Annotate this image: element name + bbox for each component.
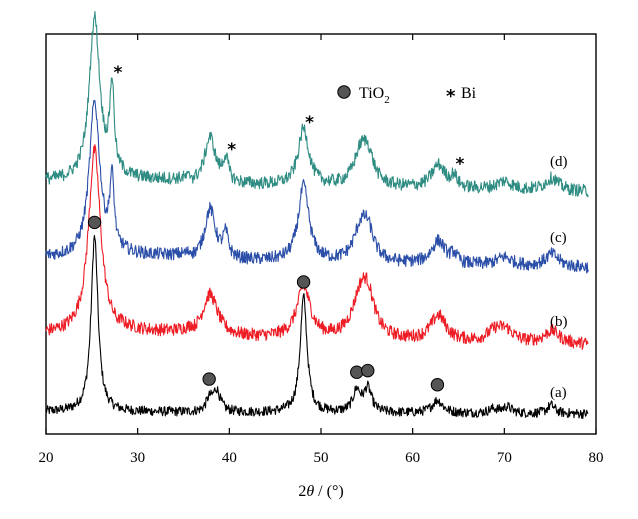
series-line-3	[45, 99, 589, 274]
series-label: (d)	[550, 154, 568, 170]
legend-tio2-label: TiO2	[359, 85, 390, 106]
series-label: (a)	[550, 385, 567, 401]
series-line-2	[45, 144, 589, 350]
x-tick-label: 80	[589, 450, 604, 466]
bi-peak-marker: *	[305, 113, 314, 133]
x-tick-label: 60	[405, 450, 420, 466]
bi-peak-marker: *	[114, 63, 123, 83]
tio2-peak-marker	[350, 365, 364, 379]
series-label: (c)	[550, 230, 567, 246]
legend: TiO2 * Bi	[337, 85, 477, 107]
tio2-peak-marker	[430, 378, 445, 392]
plot-frame	[45, 33, 597, 435]
tio2-peak-marker	[296, 275, 311, 289]
x-tick-label: 30	[130, 450, 145, 466]
legend-bi-marker: *	[446, 86, 456, 107]
series-label: (b)	[550, 314, 568, 330]
legend-bi-label: Bi	[461, 85, 477, 102]
series-line-1	[45, 234, 589, 419]
series-labels: (a) (b) (c) (d)	[550, 154, 568, 401]
bi-peak-marker: *	[455, 154, 464, 174]
legend-tio2-marker	[337, 85, 351, 99]
tio2-peak-marker	[87, 215, 102, 230]
bi-peak-marker: *	[227, 140, 236, 160]
x-tick-label: 70	[497, 450, 512, 466]
peak-markers: * * * *	[87, 63, 464, 392]
x-axis-ticks: 20 30 40 50 60 70 80	[39, 34, 604, 466]
series-curves	[45, 10, 589, 419]
x-axis-title: 2θ / (°)	[298, 483, 343, 500]
tio2-peak-marker	[361, 363, 375, 378]
x-tick-label: 50	[314, 450, 329, 466]
x-tick-label: 40	[222, 450, 237, 466]
x-tick-label: 20	[39, 450, 54, 466]
tio2-peak-marker	[202, 372, 216, 386]
series-line-4	[45, 10, 589, 198]
